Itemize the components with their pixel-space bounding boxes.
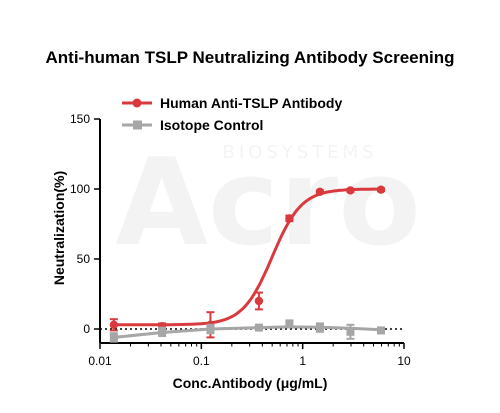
x-tick-label: 0.1	[193, 354, 210, 368]
data-point	[109, 333, 118, 342]
legend-item-2: Isotope Control	[122, 117, 263, 133]
y-tick-label: 100	[70, 182, 90, 196]
legend-marker	[132, 98, 142, 108]
data-point	[285, 319, 294, 328]
y-tick-label: 150	[70, 112, 90, 126]
watermark-sub: BIOSYSTEMS	[223, 142, 378, 163]
x-tick-label: 1	[299, 354, 306, 368]
series-2	[109, 319, 386, 343]
data-point	[315, 323, 324, 332]
y-tick-label: 0	[83, 322, 90, 336]
data-point	[254, 323, 263, 332]
tick-group: 0 50 100 150 0.01 0.1 1 10	[70, 112, 411, 368]
watermark: Acro BIOSYSTEMS	[115, 134, 421, 273]
x-tick-label: 10	[397, 354, 411, 368]
x-tick-label: 0.01	[88, 354, 112, 368]
y-tick-label: 50	[77, 252, 91, 266]
data-point	[315, 187, 325, 196]
data-point	[158, 327, 167, 336]
data-point	[377, 326, 386, 335]
data-point	[285, 214, 294, 223]
series-curve	[113, 325, 382, 339]
legend-marker	[133, 120, 142, 130]
data-point	[109, 320, 119, 329]
data-point	[376, 185, 386, 194]
data-point	[346, 327, 355, 336]
legend: Human Anti-TSLP Antibody Isotope Control	[122, 95, 342, 133]
legend-item-1: Human Anti-TSLP Antibody	[122, 95, 342, 111]
y-axis-title: Neutralization(%)	[51, 171, 67, 285]
series-layer	[109, 185, 386, 343]
legend-label: Human Anti-TSLP Antibody	[160, 95, 342, 111]
data-point	[254, 296, 264, 306]
data-point	[206, 325, 215, 333]
chart-title: Anti-human TSLP Neutralizing Antibody Sc…	[46, 48, 455, 67]
x-axis-title: Conc.Antibody (μg/mL)	[173, 375, 328, 391]
series-1	[109, 185, 386, 339]
watermark-brand: Acro	[115, 134, 421, 273]
data-point	[346, 186, 355, 195]
legend-label: Isotope Control	[160, 117, 263, 133]
